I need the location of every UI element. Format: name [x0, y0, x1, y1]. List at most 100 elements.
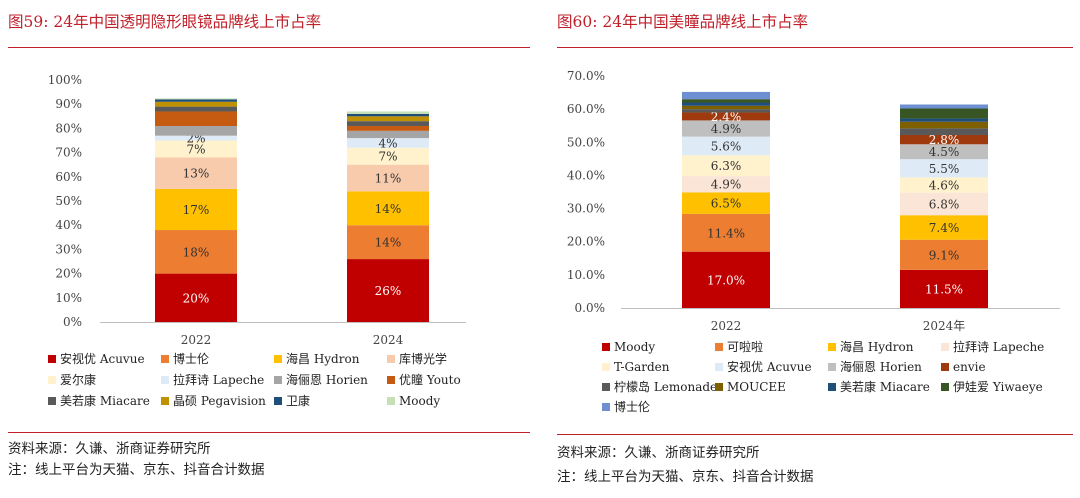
right-x-tick-label: 2024年: [923, 319, 966, 333]
right-bar-segment: [900, 108, 988, 119]
left-legend-swatch: [161, 355, 169, 363]
right-bar-segment: [682, 155, 770, 177]
right-data-label: 6.5%: [711, 197, 742, 211]
right-legend-swatch: [941, 383, 949, 391]
left-bar-segment: [347, 116, 429, 122]
right-legend-label: 伊娃爱 Yiwaeye: [953, 380, 1043, 394]
right-legend-swatch: [602, 363, 610, 371]
left-bar-segment: [155, 230, 237, 274]
right-legend-label: 柠檬岛 Lemonade: [614, 379, 717, 394]
left-y-tick-label: 50%: [55, 194, 82, 208]
right-bar-segment: [682, 105, 770, 110]
left-bar-segment: [347, 259, 429, 322]
right-legend-swatch: [828, 343, 836, 351]
left-data-label: 14%: [375, 202, 402, 216]
right-figure-title: 图60: 24年中国美瞳品牌线上市占率: [557, 13, 809, 31]
left-bar-segment: [347, 138, 429, 148]
right-title-rule: [557, 47, 1073, 48]
left-bar-segment: [155, 106, 237, 112]
right-data-label: 9.1%: [929, 248, 960, 262]
right-source-rule: [557, 434, 1073, 435]
left-figure-title: 图59: 24年中国透明隐形眼镜品牌线上市占率: [8, 13, 322, 31]
left-y-tick-label: 10%: [55, 291, 82, 305]
left-data-label: 7%: [186, 142, 205, 156]
right-y-tick-label: 50.0%: [567, 135, 605, 149]
left-data-label: 18%: [183, 245, 210, 259]
left-legend-swatch: [274, 355, 282, 363]
left-legend-swatch: [48, 355, 56, 363]
left-y-tick-label: 30%: [55, 242, 82, 256]
right-legend-swatch: [828, 363, 836, 371]
left-legend-swatch: [161, 376, 169, 384]
right-legend-label: 博士伦: [614, 399, 650, 414]
left-legend-swatch: [387, 397, 395, 405]
right-data-label: 4.5%: [929, 145, 960, 159]
right-legend-label: T-Garden: [614, 360, 670, 374]
right-data-label: 17.0%: [707, 273, 745, 287]
right-bar-segment: [900, 118, 988, 122]
right-legend-label: envie: [953, 360, 986, 374]
right-legend-label: 拉拜诗 Lapeche: [953, 339, 1044, 354]
left-bar-segment: [155, 135, 237, 141]
right-bar-segment: [900, 239, 988, 270]
right-bar-segment: [682, 99, 770, 103]
right-data-label: 7.4%: [929, 221, 960, 235]
right-legend-swatch: [828, 383, 836, 391]
left-y-tick-label: 80%: [55, 121, 82, 135]
left-legend-label: 海昌 Hydron: [286, 351, 360, 366]
right-bar-segment: [900, 159, 988, 178]
right-bar-segment: [682, 213, 770, 252]
right-data-label: 5.6%: [711, 139, 742, 153]
right-data-label: 6.3%: [711, 159, 742, 173]
left-legend-swatch: [387, 355, 395, 363]
left-x-tick-label: 2024: [373, 333, 404, 347]
right-data-label: 2.4%: [711, 110, 742, 124]
left-data-label: 26%: [375, 284, 402, 298]
right-data-label: 4.9%: [711, 122, 742, 136]
left-legend-label: Moody: [399, 394, 440, 408]
left-bar-segment: [155, 157, 237, 189]
left-source-rule: [8, 432, 530, 433]
right-x-tick-label: 2022: [711, 319, 742, 333]
left-data-label: 11%: [375, 172, 402, 186]
right-bar-segment: [682, 136, 770, 156]
right-note-text: 注：线上平台为天猫、京东、抖音合计数据: [557, 469, 814, 485]
right-legend-swatch: [941, 343, 949, 351]
right-bar-segment: [682, 251, 770, 308]
left-y-tick-label: 70%: [55, 146, 82, 160]
right-legend-swatch: [715, 343, 723, 351]
left-bar-segment: [155, 140, 237, 158]
left-data-label: 13%: [183, 167, 210, 181]
left-bar-segment: [347, 121, 429, 126]
right-bar-segment: [900, 269, 988, 308]
left-y-tick-label: 20%: [55, 267, 82, 281]
left-legend-label: 博士伦: [173, 351, 209, 366]
left-bar-segment: [155, 98, 237, 100]
left-data-label: 17%: [183, 203, 210, 217]
right-y-tick-label: 0.0%: [575, 301, 606, 315]
right-bar-segment: [900, 192, 988, 216]
right-y-tick-label: 60.0%: [567, 102, 605, 116]
left-bar-segment: [347, 147, 429, 165]
left-source-text: 资料来源：久谦、浙商证券研究所: [8, 441, 211, 457]
left-data-label: 7%: [378, 150, 397, 164]
left-legend-label: 优瞳 Youto: [399, 372, 461, 387]
left-y-tick-label: 0%: [63, 315, 82, 329]
right-legend-label: 海昌 Hydron: [840, 339, 914, 354]
right-bar-segment: [682, 91, 770, 100]
right-y-tick-label: 30.0%: [567, 202, 605, 216]
left-bar-segment: [347, 125, 429, 131]
right-legend-swatch: [941, 363, 949, 371]
right-bar-segment: [900, 134, 988, 145]
left-x-tick-label: 2022: [181, 333, 212, 347]
left-stacked-bar-chart: 0% 10% 20% 30% 40% 50% 60% 70% 80% 90% 100% 20% 18% 1…: [48, 73, 466, 408]
right-bar-segment: [900, 104, 988, 109]
left-legend-swatch: [48, 397, 56, 405]
right-bar-segment: [900, 177, 988, 193]
right-legend-swatch: [715, 363, 723, 371]
left-data-label: 20%: [183, 291, 210, 305]
left-legend-label: 安视优 Acuvue: [60, 351, 145, 366]
right-y-tick-label: 40.0%: [567, 168, 605, 182]
right-data-label: 4.9%: [711, 178, 742, 192]
left-bar-segment: [347, 113, 429, 117]
